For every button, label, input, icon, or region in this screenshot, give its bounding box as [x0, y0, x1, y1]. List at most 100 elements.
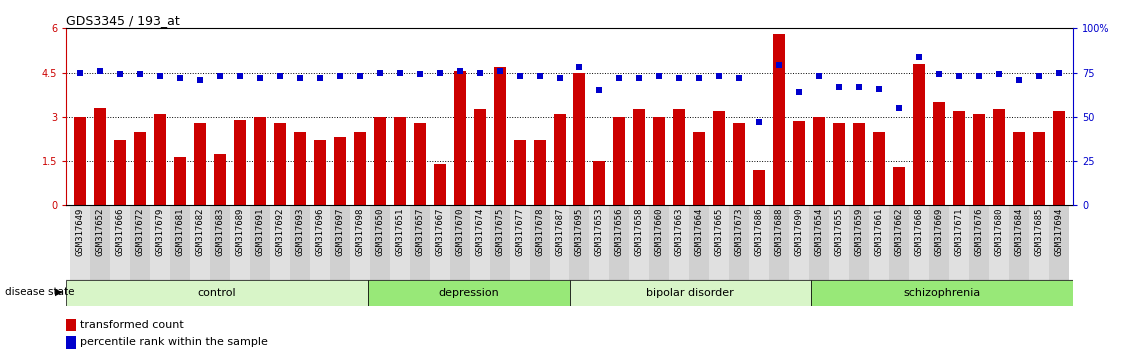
- Point: [630, 75, 648, 81]
- Bar: [570, 280, 811, 306]
- Bar: [95, 108, 106, 205]
- Bar: [210, 205, 230, 280]
- Bar: [294, 132, 305, 205]
- Point: [550, 75, 568, 81]
- Bar: [374, 117, 386, 205]
- Bar: [874, 132, 885, 205]
- Point: [271, 73, 289, 79]
- Point: [810, 73, 828, 79]
- Bar: [453, 71, 466, 205]
- Point: [611, 75, 629, 81]
- Point: [410, 72, 428, 77]
- Point: [431, 70, 449, 75]
- Bar: [174, 156, 186, 205]
- Text: GSM317694: GSM317694: [1055, 207, 1064, 256]
- Point: [110, 72, 129, 77]
- Bar: [1052, 111, 1065, 205]
- Text: GSM317650: GSM317650: [375, 207, 384, 256]
- Point: [870, 86, 888, 91]
- Text: GSM317682: GSM317682: [196, 207, 204, 256]
- Bar: [370, 205, 390, 280]
- Point: [1030, 73, 1048, 79]
- Text: GSM317661: GSM317661: [875, 207, 884, 256]
- Point: [251, 75, 269, 81]
- Bar: [813, 117, 826, 205]
- Point: [290, 75, 309, 81]
- Bar: [989, 205, 1009, 280]
- Bar: [310, 205, 330, 280]
- Bar: [1033, 132, 1044, 205]
- Text: percentile rank within the sample: percentile rank within the sample: [80, 337, 268, 347]
- Bar: [574, 73, 585, 205]
- Text: schizophrenia: schizophrenia: [903, 288, 981, 298]
- Text: GSM317690: GSM317690: [795, 207, 804, 256]
- Bar: [71, 205, 90, 280]
- Point: [910, 54, 928, 59]
- Point: [790, 89, 809, 95]
- Bar: [490, 205, 509, 280]
- Bar: [689, 205, 710, 280]
- Point: [231, 73, 249, 79]
- Bar: [630, 205, 649, 280]
- Bar: [973, 114, 985, 205]
- Bar: [769, 205, 789, 280]
- Bar: [330, 205, 350, 280]
- Text: GSM317670: GSM317670: [456, 207, 464, 256]
- Bar: [66, 319, 76, 331]
- Bar: [114, 141, 126, 205]
- Text: GSM317671: GSM317671: [954, 207, 964, 256]
- Text: GSM317653: GSM317653: [595, 207, 604, 256]
- Bar: [1029, 205, 1049, 280]
- Text: GSM317681: GSM317681: [175, 207, 185, 256]
- Text: transformed count: transformed count: [80, 320, 185, 330]
- Text: GSM317695: GSM317695: [575, 207, 584, 256]
- Bar: [273, 123, 286, 205]
- Bar: [710, 205, 729, 280]
- Bar: [110, 205, 130, 280]
- Bar: [509, 205, 530, 280]
- Bar: [66, 336, 76, 349]
- Bar: [834, 123, 845, 205]
- Bar: [1009, 205, 1029, 280]
- Point: [351, 73, 369, 79]
- Bar: [233, 120, 246, 205]
- Text: GSM317696: GSM317696: [316, 207, 325, 256]
- Text: disease state: disease state: [5, 287, 74, 297]
- Bar: [549, 205, 570, 280]
- Text: GSM317660: GSM317660: [655, 207, 664, 256]
- Text: GSM317668: GSM317668: [915, 207, 924, 256]
- Point: [890, 105, 908, 111]
- Point: [770, 63, 788, 68]
- Text: GSM317687: GSM317687: [555, 207, 564, 256]
- Point: [730, 75, 748, 81]
- Point: [71, 70, 89, 75]
- Bar: [713, 111, 726, 205]
- Text: ▶: ▶: [55, 287, 63, 297]
- Text: GDS3345 / 193_at: GDS3345 / 193_at: [66, 14, 180, 27]
- Bar: [514, 141, 525, 205]
- Bar: [350, 205, 370, 280]
- Bar: [368, 280, 570, 306]
- Bar: [533, 141, 546, 205]
- Point: [590, 87, 608, 93]
- Bar: [614, 117, 625, 205]
- Bar: [334, 137, 346, 205]
- Bar: [1049, 205, 1068, 280]
- Bar: [394, 117, 405, 205]
- Text: GSM317664: GSM317664: [695, 207, 704, 256]
- Point: [451, 68, 469, 74]
- Bar: [150, 205, 170, 280]
- Text: GSM317680: GSM317680: [994, 207, 1003, 256]
- Bar: [90, 205, 110, 280]
- Text: GSM317693: GSM317693: [295, 207, 304, 256]
- Bar: [670, 205, 689, 280]
- Bar: [230, 205, 249, 280]
- Bar: [753, 170, 765, 205]
- Text: GSM317698: GSM317698: [355, 207, 364, 256]
- Point: [510, 73, 528, 79]
- Point: [670, 75, 688, 81]
- Bar: [474, 109, 485, 205]
- Text: GSM317669: GSM317669: [935, 207, 943, 256]
- Point: [330, 73, 349, 79]
- Text: GSM317657: GSM317657: [416, 207, 424, 256]
